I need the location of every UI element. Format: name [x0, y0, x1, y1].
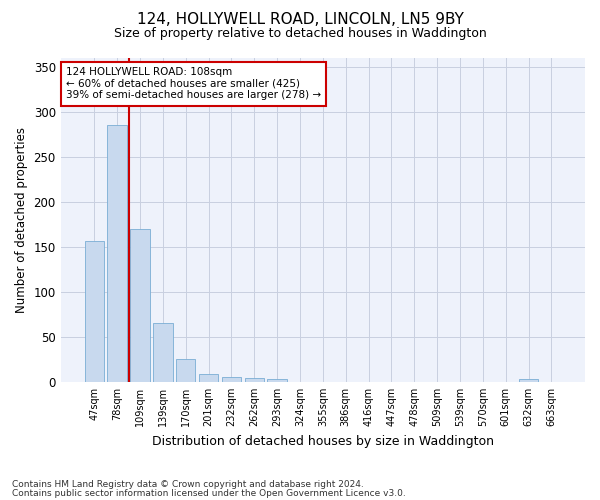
Bar — [221, 376, 241, 382]
Text: Contains HM Land Registry data © Crown copyright and database right 2024.: Contains HM Land Registry data © Crown c… — [12, 480, 364, 489]
Bar — [268, 379, 287, 382]
Bar — [85, 242, 104, 382]
Bar — [153, 324, 173, 382]
Text: 124, HOLLYWELL ROAD, LINCOLN, LN5 9BY: 124, HOLLYWELL ROAD, LINCOLN, LN5 9BY — [137, 12, 463, 28]
Bar — [176, 360, 196, 382]
Bar — [519, 379, 538, 382]
Text: 124 HOLLYWELL ROAD: 108sqm
← 60% of detached houses are smaller (425)
39% of sem: 124 HOLLYWELL ROAD: 108sqm ← 60% of deta… — [66, 67, 321, 100]
Text: Size of property relative to detached houses in Waddington: Size of property relative to detached ho… — [113, 28, 487, 40]
Text: Contains public sector information licensed under the Open Government Licence v3: Contains public sector information licen… — [12, 488, 406, 498]
Bar — [199, 374, 218, 382]
Bar — [107, 125, 127, 382]
Bar — [245, 378, 264, 382]
X-axis label: Distribution of detached houses by size in Waddington: Distribution of detached houses by size … — [152, 434, 494, 448]
Y-axis label: Number of detached properties: Number of detached properties — [15, 126, 28, 312]
Bar — [130, 228, 149, 382]
